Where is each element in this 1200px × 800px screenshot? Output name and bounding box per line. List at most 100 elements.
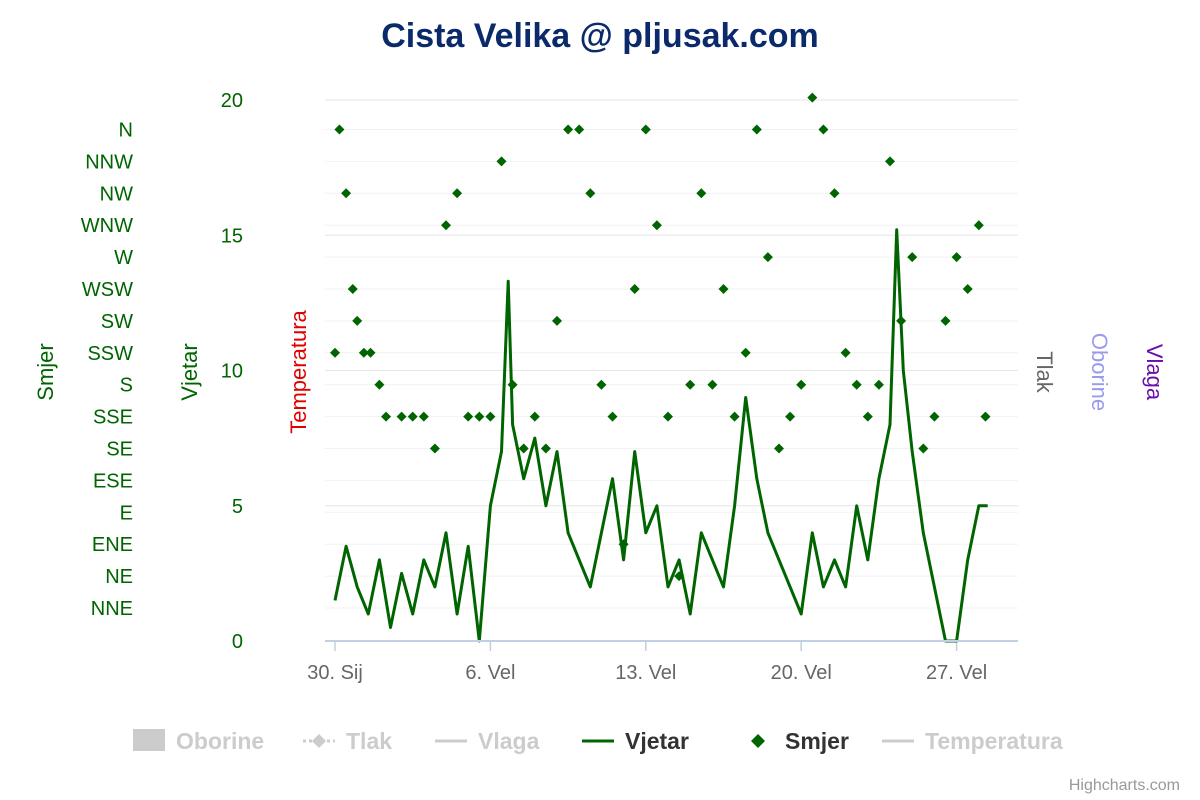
smjer-point[interactable] xyxy=(718,284,729,294)
smjer-point[interactable] xyxy=(885,156,895,167)
legend-item-vlaga[interactable]: Vlaga xyxy=(435,728,540,754)
legend-label: Tlak xyxy=(346,728,392,754)
smjer-point[interactable] xyxy=(962,284,973,294)
smjer-point[interactable] xyxy=(618,539,629,550)
smjer-point[interactable] xyxy=(518,443,529,454)
vjetar-tick-labels: 0 5 10 15 20 xyxy=(221,90,243,653)
smjer-point[interactable] xyxy=(341,188,352,199)
smjer-point[interactable] xyxy=(452,188,463,199)
smjer-point[interactable] xyxy=(474,411,485,422)
smjer-point[interactable] xyxy=(381,411,392,422)
smjer-point[interactable] xyxy=(807,92,818,103)
smjer-point[interactable] xyxy=(374,379,385,390)
smjer-point[interactable] xyxy=(973,220,984,231)
smjer-tick-label: WSW xyxy=(82,279,133,301)
x-tick-label: 13. Vel xyxy=(615,662,676,684)
smjer-tick-label: NNW xyxy=(85,151,133,173)
smjer-point[interactable] xyxy=(796,379,807,390)
legend-label: Smjer xyxy=(785,728,849,754)
smjer-point[interactable] xyxy=(707,379,718,390)
smjer-point[interactable] xyxy=(740,347,751,358)
smjer-point[interactable] xyxy=(840,347,851,358)
smjer-point[interactable] xyxy=(485,411,496,422)
legend-symbol-box xyxy=(133,729,165,751)
smjer-point[interactable] xyxy=(552,315,562,326)
smjer-tick-label: W xyxy=(114,247,133,269)
x-tick-label: 20. Vel xyxy=(771,662,832,684)
x-tick-label: 30. Sij xyxy=(307,662,363,684)
smjer-point[interactable] xyxy=(818,124,829,135)
smjer-tick-label: S xyxy=(120,375,133,397)
smjer-point[interactable] xyxy=(640,124,651,135)
tlak-axis-title: Tlak xyxy=(1032,351,1057,394)
smjer-point[interactable] xyxy=(441,220,451,231)
oborine-axis-title: Oborine xyxy=(1087,333,1112,411)
smjer-point[interactable] xyxy=(330,347,340,358)
smjer-point[interactable] xyxy=(358,347,369,358)
legend-item-tlak[interactable]: Tlak xyxy=(303,728,392,754)
smjer-point[interactable] xyxy=(540,443,551,454)
smjer-point[interactable] xyxy=(873,379,884,390)
vjetar-tick-label: 5 xyxy=(232,496,243,518)
smjer-point[interactable] xyxy=(980,411,991,422)
smjer-point[interactable] xyxy=(607,411,618,422)
smjer-point[interactable] xyxy=(563,124,574,135)
smjer-point[interactable] xyxy=(774,443,784,454)
smjer-point[interactable] xyxy=(685,379,696,390)
smjer-point[interactable] xyxy=(785,411,796,422)
smjer-point[interactable] xyxy=(496,156,507,167)
legend-item-vjetar[interactable]: Vjetar xyxy=(582,728,689,754)
smjer-point[interactable] xyxy=(629,284,640,294)
legend-item-oborine[interactable]: Oborine xyxy=(133,728,264,754)
smjer-point[interactable] xyxy=(918,443,929,454)
smjer-point[interactable] xyxy=(663,411,673,422)
legend-label: Oborine xyxy=(176,728,264,754)
smjer-point[interactable] xyxy=(896,315,907,326)
smjer-point[interactable] xyxy=(751,124,762,135)
smjer-point[interactable] xyxy=(940,315,951,326)
smjer-tick-label: WNW xyxy=(81,215,133,237)
smjer-point[interactable] xyxy=(907,252,918,263)
smjer-point[interactable] xyxy=(463,411,474,422)
series-vjetar-line[interactable] xyxy=(333,228,988,643)
grid xyxy=(325,99,1018,609)
smjer-point[interactable] xyxy=(696,188,707,199)
smjer-point[interactable] xyxy=(651,220,662,231)
smjer-point[interactable] xyxy=(396,411,407,422)
smjer-point[interactable] xyxy=(596,379,607,390)
smjer-tick-labels: NNE NE ENE E ESE SE SSE S SSW SW WSW W WNW NW NNW N xyxy=(81,120,133,621)
smjer-point[interactable] xyxy=(862,411,873,422)
smjer-point[interactable] xyxy=(729,411,740,422)
smjer-point[interactable] xyxy=(352,315,363,326)
vjetar-tick-label: 0 xyxy=(232,631,243,653)
legend-label: Vlaga xyxy=(478,728,540,754)
smjer-point[interactable] xyxy=(365,347,376,358)
smjer-tick-label: SW xyxy=(101,311,133,333)
chart-title: Cista Velika @ pljusak.com xyxy=(381,17,819,55)
smjer-point[interactable] xyxy=(929,411,940,422)
legend[interactable]: Oborine Tlak Vlaga Vjetar Smjer Temperatura xyxy=(133,728,1063,754)
smjer-point[interactable] xyxy=(574,124,585,135)
smjer-point[interactable] xyxy=(829,188,840,199)
smjer-point[interactable] xyxy=(418,411,429,422)
smjer-point[interactable] xyxy=(334,124,345,135)
smjer-tick-label: ESE xyxy=(93,470,133,492)
credits[interactable]: Highcharts.com xyxy=(1069,777,1180,794)
smjer-point[interactable] xyxy=(347,284,358,294)
smjer-point[interactable] xyxy=(407,411,418,422)
smjer-tick-label: NNE xyxy=(91,598,133,620)
smjer-axis-title: Smjer xyxy=(33,343,58,400)
smjer-tick-label: NW xyxy=(100,183,133,205)
smjer-point[interactable] xyxy=(429,443,440,454)
smjer-point[interactable] xyxy=(585,188,596,199)
smjer-point[interactable] xyxy=(507,379,518,390)
legend-item-temperatura[interactable]: Temperatura xyxy=(882,728,1063,754)
smjer-point[interactable] xyxy=(762,252,773,263)
smjer-tick-label: SE xyxy=(106,439,133,461)
smjer-point[interactable] xyxy=(951,252,962,263)
smjer-point[interactable] xyxy=(851,379,862,390)
smjer-point[interactable] xyxy=(529,411,540,422)
vjetar-tick-label: 15 xyxy=(221,225,243,247)
legend-item-smjer[interactable]: Smjer xyxy=(751,728,849,754)
smjer-point[interactable] xyxy=(674,571,685,582)
